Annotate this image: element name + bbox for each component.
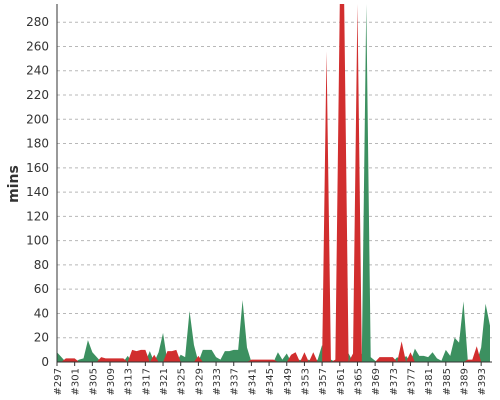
- y-axis-ticks: 0 20 40 60 80 100 120 140 160 180 200 220 240 260 280: [26, 15, 49, 369]
- x-tick-label-325: #325: [177, 368, 188, 395]
- grid-lines: [57, 21, 492, 339]
- x-tick-label-305: #305: [88, 368, 99, 395]
- plot-area: [57, 4, 490, 362]
- y-tick-label-260: 260: [26, 39, 49, 53]
- y-tick-label-80: 80: [34, 258, 49, 272]
- x-tick-label-341: #341: [247, 368, 258, 395]
- y-tick-label-140: 140: [26, 185, 49, 199]
- x-tick-label-353: #353: [300, 368, 311, 395]
- area-series-pass: [57, 4, 490, 362]
- x-axis-ticks: #297 #301 #305 #309 #313 #317 #321 #325 #329 #333…: [53, 362, 488, 395]
- y-tick-label-20: 20: [34, 331, 49, 345]
- x-tick-label-301: #301: [71, 368, 82, 395]
- y-tick-label-240: 240: [26, 64, 49, 78]
- x-tick-label-373: #373: [389, 368, 400, 395]
- x-tick-label-309: #309: [106, 368, 117, 395]
- y-tick-label-220: 220: [26, 88, 49, 102]
- x-tick-label-381: #381: [424, 368, 435, 395]
- y-tick-label-280: 280: [26, 15, 49, 29]
- x-tick-label-329: #329: [194, 368, 205, 395]
- y-tick-label-160: 160: [26, 161, 49, 175]
- x-tick-label-377: #377: [407, 368, 418, 395]
- x-tick-label-337: #337: [230, 368, 241, 395]
- y-tick-label-40: 40: [34, 306, 49, 320]
- x-tick-label-393: #393: [477, 368, 488, 395]
- y-axis-label: mins: [6, 165, 22, 203]
- x-tick-label-321: #321: [159, 368, 170, 395]
- axes: [56, 4, 492, 363]
- x-tick-label-389: #389: [460, 368, 471, 395]
- x-tick-label-365: #365: [353, 368, 364, 395]
- x-tick-label-345: #345: [265, 368, 276, 395]
- y-tick-label-60: 60: [34, 282, 49, 296]
- x-tick-label-349: #349: [283, 368, 294, 395]
- x-tick-label-357: #357: [318, 368, 329, 395]
- y-tick-label-200: 200: [26, 112, 49, 126]
- x-tick-label-385: #385: [442, 368, 453, 395]
- x-tick-label-361: #361: [336, 368, 347, 395]
- x-tick-label-333: #333: [212, 368, 223, 395]
- y-tick-label-0: 0: [41, 355, 49, 369]
- y-tick-label-100: 100: [26, 234, 49, 248]
- y-tick-label-180: 180: [26, 137, 49, 151]
- x-tick-label-317: #317: [141, 368, 152, 395]
- area-series-fail: [57, 4, 490, 362]
- x-tick-label-313: #313: [124, 368, 135, 395]
- x-tick-label-369: #369: [371, 368, 382, 395]
- x-tick-label-297: #297: [53, 368, 64, 395]
- y-tick-label-120: 120: [26, 209, 49, 223]
